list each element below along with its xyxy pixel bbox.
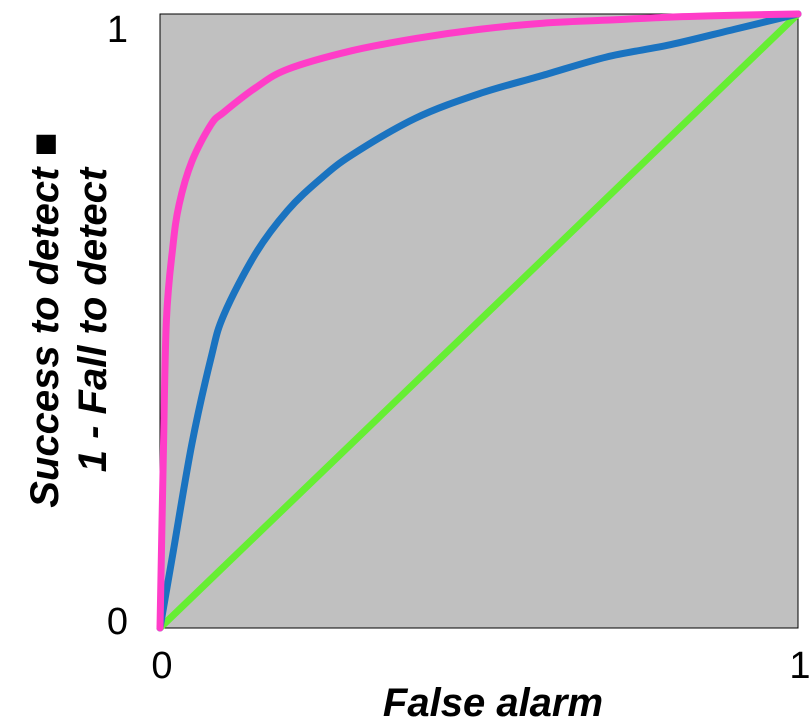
y-tick-bottom: 0 [107, 601, 128, 643]
y-axis-label-line1: Success to detect ■ [23, 132, 67, 507]
x-tick-left: 0 [151, 645, 172, 687]
y-axis-label-line2: 1 - Fall to detect [71, 166, 115, 472]
series-line-0 [156, 10, 802, 632]
x-axis-label: False alarm [383, 681, 603, 722]
y-axis-label: Success to detect ■ 1 - Fall to detect [23, 132, 115, 507]
x-tick-right: 1 [789, 645, 810, 687]
y-tick-top: 1 [107, 9, 128, 51]
series-line-1 [156, 10, 802, 632]
series-line-2 [156, 10, 802, 632]
series-layer [156, 10, 802, 632]
